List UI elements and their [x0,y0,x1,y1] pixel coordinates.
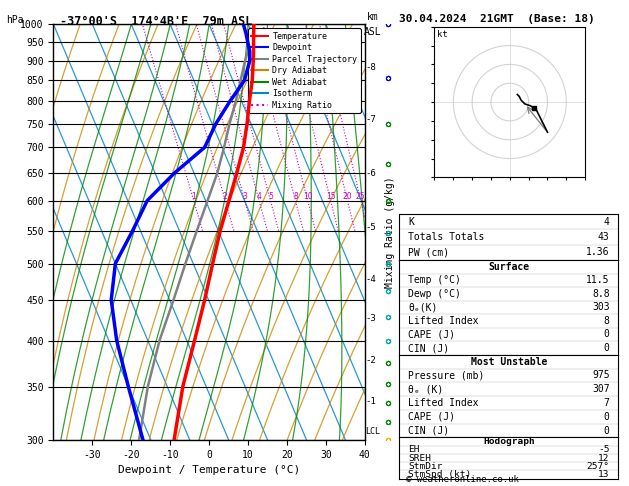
Text: 303: 303 [592,302,610,312]
Text: StmDir: StmDir [408,462,443,471]
Text: kt: kt [438,30,448,39]
Legend: Temperature, Dewpoint, Parcel Trajectory, Dry Adiabat, Wet Adiabat, Isotherm, Mi: Temperature, Dewpoint, Parcel Trajectory… [248,29,360,113]
Text: hPa: hPa [6,15,24,25]
Text: ASL: ASL [364,27,382,37]
Text: -6: -6 [365,169,376,178]
Text: SREH: SREH [408,453,431,463]
Text: LCL: LCL [365,427,381,435]
Text: Pressure (mb): Pressure (mb) [408,370,484,381]
Text: 10: 10 [303,191,313,201]
Text: Mixing Ratio (g/kg): Mixing Ratio (g/kg) [385,176,395,288]
Text: -1: -1 [365,397,376,406]
Text: 30.04.2024  21GMT  (Base: 18): 30.04.2024 21GMT (Base: 18) [399,14,595,24]
Text: 8: 8 [604,316,610,326]
Text: -37°00'S  174°4B'E  79m ASL: -37°00'S 174°4B'E 79m ASL [60,15,252,28]
Text: 4: 4 [257,191,262,201]
Text: -5: -5 [365,223,376,232]
Text: Hodograph: Hodograph [483,437,535,446]
Text: 3: 3 [242,191,247,201]
Text: PW (cm): PW (cm) [408,247,449,257]
Text: Dewp (°C): Dewp (°C) [408,289,461,299]
Text: -3: -3 [365,313,376,323]
Text: EH: EH [408,445,420,454]
X-axis label: Dewpoint / Temperature (°C): Dewpoint / Temperature (°C) [118,465,300,475]
Text: -8: -8 [365,63,376,72]
Text: 0: 0 [604,426,610,435]
Text: Most Unstable: Most Unstable [470,357,547,366]
Text: 20: 20 [343,191,352,201]
Text: K: K [408,217,414,226]
Text: 975: 975 [592,370,610,381]
Text: 0: 0 [604,330,610,340]
Text: Lifted Index: Lifted Index [408,316,479,326]
Text: 7: 7 [604,398,610,408]
Text: Temp (°C): Temp (°C) [408,275,461,285]
Text: 15: 15 [326,191,335,201]
Text: Surface: Surface [488,262,530,272]
Text: 2: 2 [223,191,228,201]
Text: 1.36: 1.36 [586,247,610,257]
Text: -7: -7 [365,115,376,124]
Text: 43: 43 [598,232,610,242]
Text: 11.5: 11.5 [586,275,610,285]
Text: 12: 12 [598,453,610,463]
Text: StmSpd (kt): StmSpd (kt) [408,470,471,479]
Text: 25: 25 [356,191,365,201]
Text: 257°: 257° [587,462,610,471]
Text: Totals Totals: Totals Totals [408,232,484,242]
Text: 0: 0 [604,412,610,422]
Text: 1: 1 [191,191,196,201]
Text: CIN (J): CIN (J) [408,426,449,435]
Text: -2: -2 [365,356,376,364]
Text: θₑ(K): θₑ(K) [408,302,438,312]
Text: 307: 307 [592,384,610,394]
Text: © weatheronline.co.uk: © weatheronline.co.uk [406,474,518,484]
Text: 8.8: 8.8 [592,289,610,299]
Text: 8: 8 [293,191,298,201]
Text: -4: -4 [365,275,376,284]
Text: CIN (J): CIN (J) [408,343,449,353]
Text: 4: 4 [604,217,610,226]
Text: Lifted Index: Lifted Index [408,398,479,408]
Text: CAPE (J): CAPE (J) [408,330,455,340]
Text: km: km [367,12,379,22]
Text: θₑ (K): θₑ (K) [408,384,443,394]
Text: 13: 13 [598,470,610,479]
Text: CAPE (J): CAPE (J) [408,412,455,422]
Text: -5: -5 [598,445,610,454]
Text: 5: 5 [268,191,273,201]
Text: 0: 0 [604,343,610,353]
